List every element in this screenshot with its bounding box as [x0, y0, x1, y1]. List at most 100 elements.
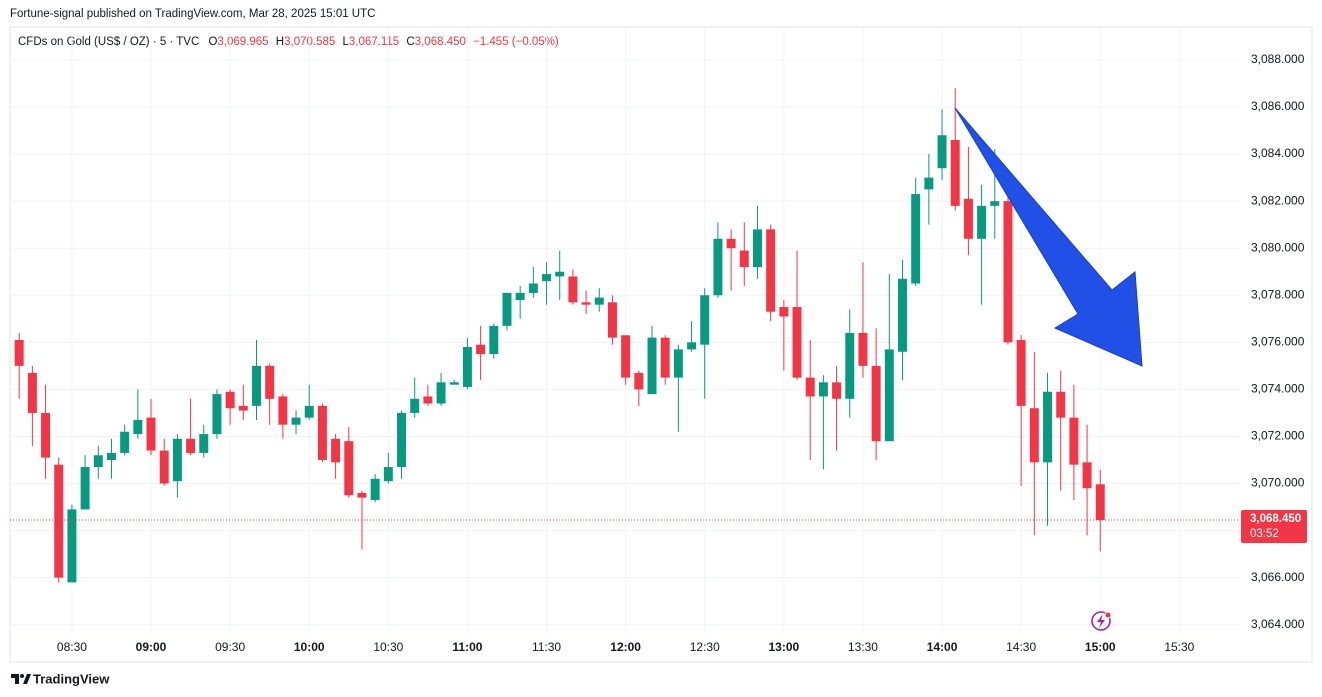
y-tick-label: 3,082.000: [1251, 193, 1305, 207]
candle-body: [818, 382, 828, 397]
candle-body: [146, 417, 156, 451]
candle-body: [950, 139, 960, 206]
y-tick-label: 3,074.000: [1251, 382, 1305, 396]
candle-body: [911, 194, 921, 284]
brand-logo: [11, 674, 31, 684]
candle-body: [1082, 462, 1092, 489]
alert-icon: [1091, 611, 1112, 631]
candle-body: [660, 337, 670, 378]
candle-body: [845, 332, 855, 399]
ohlc-key: H: [276, 36, 284, 48]
candle-body: [370, 478, 380, 500]
x-tick-label: 12:00: [610, 640, 641, 654]
candle-body: [673, 349, 683, 378]
candle-body: [1003, 201, 1013, 343]
ohlc-key: O: [208, 36, 217, 48]
candle-body: [317, 405, 327, 460]
ohlc-key: L: [342, 36, 349, 48]
candle-body: [278, 396, 288, 425]
candle-body: [199, 434, 209, 453]
candle-body: [54, 464, 64, 578]
candle-body: [884, 349, 894, 442]
candle-body: [647, 337, 657, 395]
candle-body: [937, 135, 947, 169]
candle-body: [687, 342, 697, 350]
candle-body: [555, 271, 565, 277]
candle-body: [792, 307, 802, 378]
candle-body: [172, 438, 182, 482]
candle-body: [898, 278, 907, 352]
candle-body: [238, 405, 248, 411]
y-tick-label: 3,072.000: [1251, 429, 1305, 443]
candle-body: [436, 382, 446, 404]
countdown-label: 03:52: [1250, 528, 1279, 540]
candle-body: [1056, 391, 1066, 418]
candle-body: [14, 339, 24, 366]
candle-body: [621, 335, 631, 378]
y-tick-label: 3,070.000: [1251, 476, 1305, 490]
x-tick-label: 09:00: [136, 640, 167, 654]
candle-body: [186, 438, 196, 453]
candle-body: [41, 412, 51, 458]
candle-body: [133, 419, 143, 435]
candle-body: [924, 177, 934, 190]
x-tick-label: 14:00: [927, 640, 958, 654]
candle-body: [291, 417, 301, 425]
candle-body: [93, 455, 103, 468]
candle-body: [344, 441, 354, 496]
candle-body: [752, 229, 762, 268]
candle-body: [357, 492, 367, 498]
x-tick-label: 11:00: [452, 640, 482, 654]
candle-body: [805, 377, 815, 397]
candle-body: [766, 229, 776, 312]
x-tick-label: 13:00: [768, 640, 799, 654]
x-tick-label: 11:30: [532, 640, 561, 654]
candle-body: [700, 295, 710, 345]
candle-body: [858, 332, 868, 366]
candle-body: [528, 283, 538, 293]
candle-body: [963, 198, 973, 239]
x-tick-label: 13:30: [848, 640, 878, 654]
chart-frame: [9, 26, 1313, 663]
x-tick-label: 10:30: [373, 640, 403, 654]
candle-body: [27, 372, 37, 413]
candle-body: [502, 292, 512, 326]
y-tick-label: 3,086.000: [1251, 99, 1305, 113]
candle-body: [515, 292, 525, 300]
y-tick-label: 3,078.000: [1251, 287, 1305, 301]
candle-body: [1029, 408, 1039, 463]
candle-body: [449, 382, 459, 385]
x-tick-label: 15:30: [1164, 640, 1194, 654]
y-tick-label: 3,088.000: [1251, 52, 1305, 66]
candle-body: [779, 307, 789, 317]
candle-body: [397, 412, 406, 468]
candle-body: [739, 250, 749, 268]
last-price-box: [1241, 509, 1307, 543]
last-price-label: 3,068.450: [1250, 513, 1301, 525]
y-tick-label: 3,064.000: [1251, 617, 1305, 631]
x-tick-label: 15:00: [1085, 640, 1116, 654]
candle-body: [832, 382, 842, 399]
arrow-annotation: [954, 107, 1143, 367]
candle-body: [634, 372, 644, 390]
y-tick-label: 3,076.000: [1251, 334, 1305, 348]
candle-body: [252, 365, 261, 406]
y-tick-label: 3,066.000: [1251, 570, 1305, 584]
candle-body: [1043, 391, 1052, 463]
candle-body: [871, 365, 881, 442]
candle-body: [1069, 417, 1079, 465]
candle-body: [568, 276, 578, 303]
candle-body: [542, 274, 552, 282]
x-tick-label: 10:00: [294, 640, 325, 654]
x-tick-label: 08:30: [57, 640, 87, 654]
candle-body: [265, 365, 275, 399]
candle-body: [120, 431, 130, 453]
candle-body: [80, 467, 90, 510]
y-tick-label: 3,084.000: [1251, 146, 1305, 160]
ohlc-value: 3,068.450: [415, 36, 466, 48]
candle-body: [410, 398, 420, 413]
candle-body: [726, 238, 736, 249]
candle-body: [304, 405, 314, 418]
symbol-legend: CFDs on Gold (US$ / OZ) · 5 · TVC O3,069…: [18, 36, 559, 48]
change: −1.455 (−0.05%): [473, 36, 559, 48]
